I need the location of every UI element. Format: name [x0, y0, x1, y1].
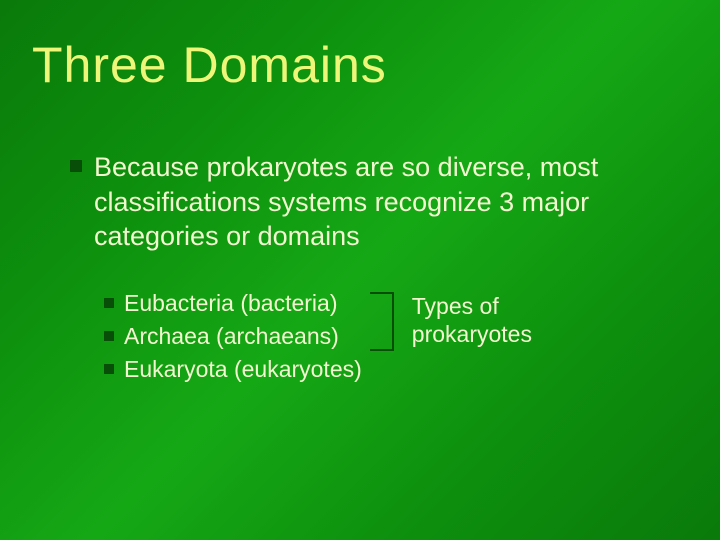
slide-title: Three Domains: [32, 36, 387, 94]
sub-bullet-list: Eubacteria (bacteria) Archaea (archaeans…: [104, 290, 362, 389]
main-bullet-text: Because prokaryotes are so diverse, most…: [94, 150, 680, 254]
bracket-label-line: prokaryotes: [412, 320, 532, 349]
lower-row: Eubacteria (bacteria) Archaea (archaeans…: [104, 290, 680, 389]
sub-bullet: Eubacteria (bacteria): [104, 290, 362, 317]
sub-bullet-text: Archaea (archaeans): [124, 323, 339, 350]
bullet-square-icon: [70, 160, 82, 172]
bullet-square-icon: [104, 331, 114, 341]
slide-body: Because prokaryotes are so diverse, most…: [70, 150, 680, 389]
sub-bullet-text: Eubacteria (bacteria): [124, 290, 338, 317]
bullet-square-icon: [104, 364, 114, 374]
sub-bullet: Eukaryota (eukaryotes): [104, 356, 362, 383]
bullet-square-icon: [104, 298, 114, 308]
bracket-icon: [370, 292, 394, 351]
bracket-label: Types of prokaryotes: [412, 292, 532, 350]
bracket-label-line: Types of: [412, 292, 532, 321]
sub-bullet-text: Eukaryota (eukaryotes): [124, 356, 362, 383]
slide: Three Domains Because prokaryotes are so…: [0, 0, 720, 540]
main-bullet: Because prokaryotes are so diverse, most…: [70, 150, 680, 254]
sub-bullet: Archaea (archaeans): [104, 323, 362, 350]
